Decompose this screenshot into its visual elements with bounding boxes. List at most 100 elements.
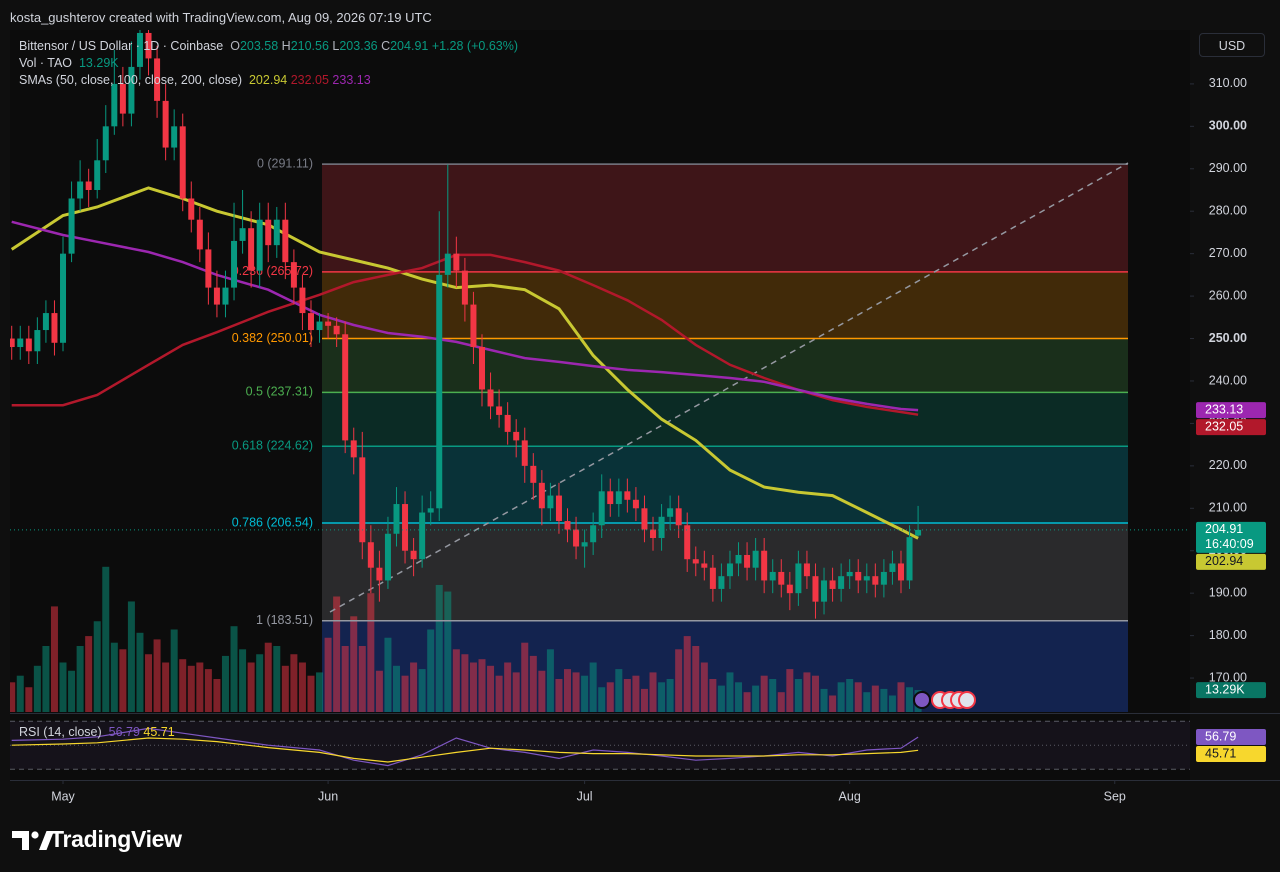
candle-body: [530, 465, 537, 483]
candle-body: [205, 249, 212, 288]
volume-bar: [452, 649, 460, 712]
volume-bar: [187, 665, 195, 712]
candle-body: [880, 571, 887, 585]
price-badge: [1196, 419, 1266, 436]
volume-bar: [358, 646, 366, 712]
candle-body: [427, 508, 434, 513]
volume-bar: [196, 662, 204, 712]
candle-body: [51, 313, 58, 343]
volume-bar: [504, 662, 512, 712]
candle-body: [555, 495, 562, 522]
candle-body: [248, 228, 255, 271]
volume-bar: [85, 636, 93, 712]
candle-body: [803, 563, 810, 577]
rsi-value: 56.79: [108, 725, 140, 739]
rsi-value: 45.71: [143, 725, 175, 739]
volume-bar: [487, 665, 495, 712]
volume-badge: [1196, 682, 1266, 699]
volume-bar: [546, 649, 554, 712]
volume-bar: [162, 662, 170, 712]
ohlc-value: 203.36: [339, 39, 378, 53]
volume-bar: [572, 672, 580, 712]
candle-body: [34, 330, 41, 352]
volume-bar: [521, 642, 529, 712]
volume-bar: [564, 669, 572, 712]
y-tick-label: 290.00: [1209, 161, 1247, 175]
price-badge-label: 56.79: [1205, 729, 1236, 743]
volume-bar: [897, 682, 905, 712]
volume-bar: [110, 642, 118, 712]
x-tick-label: Jul: [577, 789, 593, 803]
volume-bar: [871, 685, 879, 712]
price-badge: [1196, 729, 1266, 746]
candle-body: [538, 482, 545, 509]
volume-bar: [692, 646, 700, 712]
sma-row: SMAs (50, close, 100, close, 200, close)…: [19, 72, 518, 89]
volume-bar: [538, 670, 546, 712]
volume-bar: [829, 695, 837, 712]
volume-bar: [401, 675, 409, 712]
fib-label: 1 (183.51): [256, 613, 313, 627]
rsi-line: [11, 727, 919, 767]
volume-bar: [683, 636, 691, 712]
volume-bar: [102, 566, 110, 712]
candle-body: [410, 550, 417, 560]
volume-bar: [598, 687, 606, 712]
candle-body: [350, 440, 357, 458]
volume-bar: [786, 669, 794, 712]
candle-body: [145, 32, 152, 59]
x-tick-label: Aug: [839, 789, 861, 803]
candle-body: [735, 554, 742, 564]
y-tick-label: 270.00: [1209, 246, 1247, 260]
volume-bar: [854, 682, 862, 712]
volume-bar: [529, 655, 537, 712]
candle-body: [846, 571, 853, 577]
event-icon: [958, 691, 976, 709]
candle-body: [650, 529, 657, 538]
candle-body: [752, 550, 759, 568]
price-pane: 0 (291.11) 0.236 (265.72) 0.382 (250.01) 0.…: [10, 30, 1129, 712]
volume-bar: [170, 629, 178, 712]
volume-bar: [435, 584, 443, 712]
volume-bar: [726, 672, 734, 712]
fib-band: [322, 522, 1128, 621]
fib-band: [322, 392, 1128, 447]
candle-body: [590, 525, 597, 543]
candle-body: [521, 440, 528, 466]
candle-body: [231, 240, 238, 288]
volume-row: Vol · TAO 13.29K: [19, 55, 518, 72]
volume-bar: [298, 662, 306, 712]
candle-body: [701, 563, 708, 568]
volume-bar: [324, 637, 332, 712]
candle-body: [769, 571, 776, 581]
volume-bar: [863, 692, 871, 712]
volume-bar: [888, 695, 896, 712]
candle-body: [504, 414, 511, 432]
volume-bar: [221, 655, 229, 712]
ohlc-value: 203.58: [239, 39, 279, 53]
logo-shape: [31, 831, 39, 839]
event-icon: [913, 691, 931, 709]
fib-label: 0.382 (250.01): [232, 331, 313, 345]
candle-body: [598, 491, 605, 526]
price-badge-label: 202.94: [1205, 554, 1243, 568]
volume-bar: [179, 659, 187, 712]
candle-body: [188, 198, 195, 220]
currency-button[interactable]: USD: [1199, 33, 1265, 57]
candle-body: [761, 550, 768, 581]
candle-body: [136, 32, 143, 67]
volume-bar: [632, 675, 640, 712]
candle-body: [829, 580, 836, 589]
candle-body: [573, 529, 580, 547]
candle-body: [402, 504, 409, 551]
candle-body: [863, 576, 870, 581]
y-tick-label: 280.00: [1209, 204, 1247, 218]
candle-body: [256, 219, 263, 271]
candle-body: [162, 100, 169, 148]
candle-body: [196, 219, 203, 250]
volume-bar: [615, 669, 623, 712]
volume-bar: [700, 662, 708, 712]
y-tick-label: 260.00: [1209, 288, 1247, 302]
volume-bar: [846, 679, 854, 712]
